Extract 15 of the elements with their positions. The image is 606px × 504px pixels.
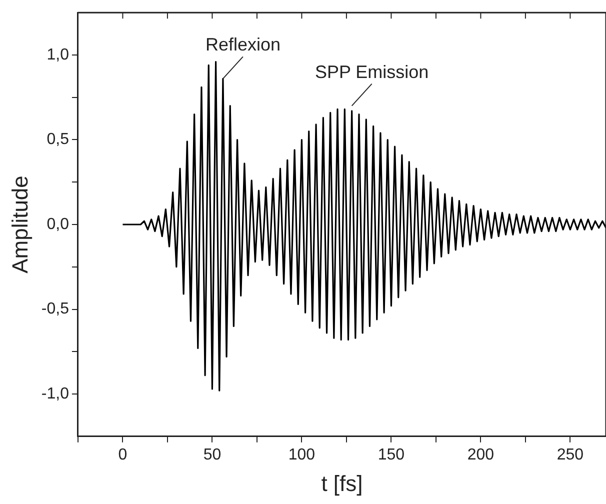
x-tick-label: 100 [288,446,316,464]
x-tick-label: 200 [467,446,494,464]
x-axis-title: t [fs] [321,470,363,496]
y-tick-label: 0,5 [46,131,70,148]
annotation: SPP Emission [314,62,429,82]
x-tick-label: 0 [118,446,128,464]
y-tick-label: -0,5 [41,300,70,318]
annotation: Reflexion [205,34,280,55]
y-tick-label: -1,0 [41,385,70,402]
y-axis-title: Amplitude [7,176,32,274]
y-tick-label: 0,0 [46,216,70,233]
x-tick-label: 50 [203,446,222,464]
x-tick-label: 150 [378,446,405,464]
x-tick-label: 250 [556,446,584,464]
y-tick-label: 1,0 [46,46,70,64]
